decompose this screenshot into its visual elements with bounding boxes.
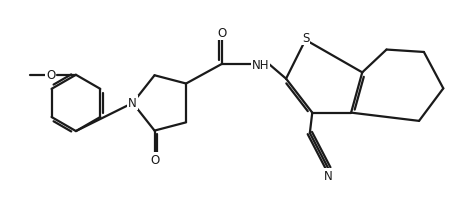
- Text: O: O: [217, 26, 226, 39]
- Text: S: S: [301, 32, 308, 45]
- Text: NH: NH: [251, 58, 268, 71]
- Text: N: N: [323, 169, 332, 182]
- Text: O: O: [149, 154, 159, 166]
- Text: N: N: [128, 97, 137, 110]
- Text: O: O: [46, 69, 55, 82]
